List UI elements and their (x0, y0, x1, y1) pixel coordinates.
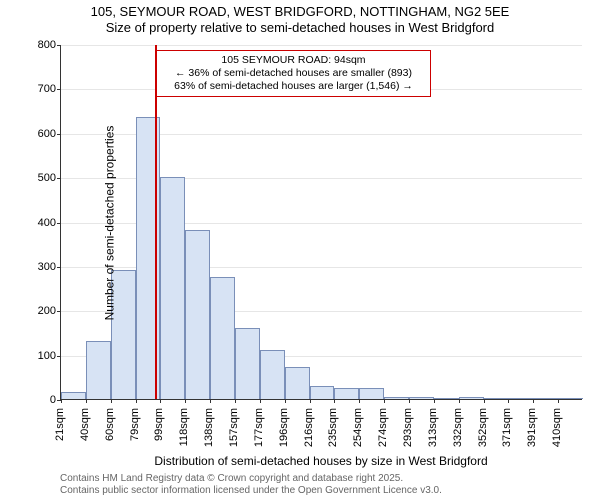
title-line-1: 105, SEYMOUR ROAD, WEST BRIDGFORD, NOTTI… (0, 4, 600, 20)
y-tick-mark (57, 311, 61, 312)
reference-line (155, 45, 157, 399)
x-tick-mark (310, 399, 311, 403)
x-tick-mark (136, 399, 137, 403)
histogram-bar (533, 398, 558, 399)
x-tick-mark (359, 399, 360, 403)
plot-area: 105 SEYMOUR ROAD: 94sqm← 36% of semi-det… (60, 45, 582, 400)
histogram-bar (508, 398, 533, 399)
gridline (61, 45, 582, 46)
chart-title: 105, SEYMOUR ROAD, WEST BRIDGFORD, NOTTI… (0, 4, 600, 37)
x-tick-mark (185, 399, 186, 403)
histogram-bar (359, 388, 384, 399)
x-tick-label: 40sqm (79, 408, 91, 441)
histogram-bar (86, 341, 111, 399)
footer-attribution: Contains HM Land Registry data © Crown c… (60, 473, 442, 497)
y-tick-label: 500 (38, 172, 56, 184)
histogram-bar (484, 398, 509, 399)
x-tick-label: 216sqm (303, 408, 315, 447)
x-tick-label: 371sqm (501, 408, 513, 447)
x-tick-mark (508, 399, 509, 403)
x-tick-label: 313sqm (427, 408, 439, 447)
x-tick-label: 21sqm (54, 408, 66, 441)
x-tick-label: 410sqm (551, 408, 563, 447)
x-tick-mark (260, 399, 261, 403)
title-line-2: Size of property relative to semi-detach… (0, 20, 600, 36)
y-tick-mark (57, 267, 61, 268)
y-tick-mark (57, 45, 61, 46)
histogram-bar (434, 398, 459, 399)
y-tick-mark (57, 178, 61, 179)
histogram-bar (310, 386, 335, 399)
x-tick-label: 60sqm (104, 408, 116, 441)
footer-line-2: Contains public sector information licen… (60, 485, 442, 497)
annotation-line-1: 105 SEYMOUR ROAD: 94sqm (163, 54, 424, 67)
x-tick-label: 196sqm (278, 408, 290, 447)
x-axis-label: Distribution of semi-detached houses by … (60, 454, 582, 468)
x-tick-label: 177sqm (253, 408, 265, 447)
annotation-line-3: 63% of semi-detached houses are larger (… (163, 80, 424, 93)
x-tick-mark (160, 399, 161, 403)
x-tick-mark (459, 399, 460, 403)
y-tick-label: 0 (50, 394, 56, 406)
histogram-bar (210, 277, 235, 399)
x-tick-mark (384, 399, 385, 403)
histogram-bar (384, 397, 409, 399)
histogram-bar (185, 230, 210, 399)
x-tick-mark (61, 399, 62, 403)
y-axis-label: Number of semi-detached properties (102, 125, 116, 320)
x-tick-mark (484, 399, 485, 403)
x-tick-mark (409, 399, 410, 403)
histogram-bar (260, 350, 285, 399)
histogram-bar (334, 388, 359, 399)
y-tick-label: 700 (38, 83, 56, 95)
x-tick-mark (285, 399, 286, 403)
histogram-bar (459, 397, 484, 399)
y-tick-mark (57, 134, 61, 135)
annotation-line-2: ← 36% of semi-detached houses are smalle… (163, 67, 424, 80)
x-tick-mark (210, 399, 211, 403)
y-tick-label: 400 (38, 217, 56, 229)
x-tick-mark (558, 399, 559, 403)
x-tick-label: 235sqm (327, 408, 339, 447)
x-tick-label: 138sqm (203, 408, 215, 447)
annotation-box: 105 SEYMOUR ROAD: 94sqm← 36% of semi-det… (156, 50, 431, 97)
x-tick-mark (533, 399, 534, 403)
y-tick-mark (57, 89, 61, 90)
y-tick-label: 100 (38, 350, 56, 362)
histogram-bar (61, 392, 86, 399)
chart-container: 105, SEYMOUR ROAD, WEST BRIDGFORD, NOTTI… (0, 0, 600, 500)
y-tick-mark (57, 223, 61, 224)
footer-line-1: Contains HM Land Registry data © Crown c… (60, 473, 442, 485)
y-tick-label: 300 (38, 261, 56, 273)
x-tick-label: 274sqm (377, 408, 389, 447)
x-tick-label: 79sqm (129, 408, 141, 441)
x-tick-mark (334, 399, 335, 403)
y-tick-label: 800 (38, 39, 56, 51)
y-tick-label: 600 (38, 128, 56, 140)
x-tick-label: 254sqm (352, 408, 364, 447)
histogram-bar (558, 398, 583, 399)
x-tick-label: 99sqm (153, 408, 165, 441)
x-tick-mark (434, 399, 435, 403)
y-tick-label: 200 (38, 305, 56, 317)
histogram-bar (285, 367, 310, 399)
x-tick-label: 157sqm (228, 408, 240, 447)
x-tick-mark (86, 399, 87, 403)
x-tick-label: 293sqm (402, 408, 414, 447)
x-tick-label: 332sqm (452, 408, 464, 447)
x-tick-mark (235, 399, 236, 403)
x-tick-label: 118sqm (178, 408, 190, 446)
y-tick-mark (57, 356, 61, 357)
x-tick-label: 352sqm (477, 408, 489, 447)
histogram-bar (409, 397, 434, 399)
x-tick-mark (111, 399, 112, 403)
histogram-bar (235, 328, 260, 399)
histogram-bar (160, 177, 185, 399)
x-tick-label: 391sqm (526, 408, 538, 447)
